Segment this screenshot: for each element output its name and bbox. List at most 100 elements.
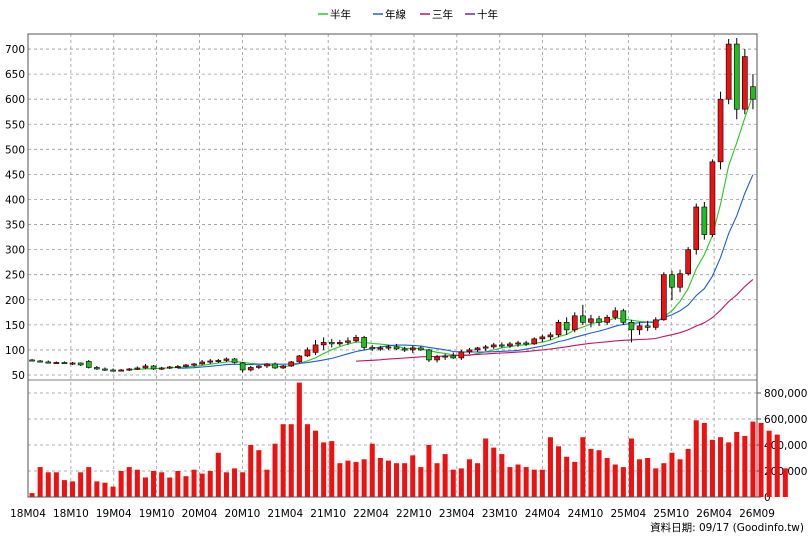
volume-bar xyxy=(556,446,562,497)
x-tick-label: 23M10 xyxy=(482,508,518,520)
candle-body xyxy=(652,319,659,328)
candle-body xyxy=(369,347,376,350)
candle-body xyxy=(426,349,432,361)
candle-body xyxy=(312,344,319,353)
candle-body xyxy=(337,342,343,345)
candle-body xyxy=(223,358,230,361)
candle-body xyxy=(199,361,205,365)
volume-bar xyxy=(531,469,537,497)
volume-bar xyxy=(313,430,319,497)
volume-bar xyxy=(110,486,116,497)
x-tick-label: 18M04 xyxy=(10,508,46,520)
candle-body xyxy=(385,346,392,349)
price-tick-label: 400 xyxy=(5,194,25,206)
candle-body xyxy=(61,362,68,364)
volume-bar xyxy=(475,463,481,497)
candle-body xyxy=(733,43,740,110)
volume-bar xyxy=(709,439,715,497)
price-tick-label: 700 xyxy=(5,44,25,56)
candle-body xyxy=(531,338,538,345)
candle-body xyxy=(482,346,489,349)
volume-bar xyxy=(523,467,529,497)
candle-body xyxy=(45,361,52,364)
volume-bar xyxy=(167,477,173,497)
volume-bar xyxy=(588,448,594,497)
moving-average-lines xyxy=(129,94,754,370)
legend-label: 半年 xyxy=(330,8,351,21)
candle-body xyxy=(29,359,35,362)
legend-label: 十年 xyxy=(477,8,498,21)
volume-bar xyxy=(45,472,51,497)
candle-body xyxy=(709,161,716,235)
volume-bar xyxy=(491,447,497,497)
candle-body xyxy=(191,363,197,366)
x-tick-label: 21M04 xyxy=(267,508,303,520)
candle-body xyxy=(458,351,465,359)
candle-body xyxy=(628,322,635,331)
volume-bar xyxy=(701,422,707,497)
volume-bars xyxy=(29,382,788,497)
candle-body xyxy=(701,206,708,235)
volume-bar xyxy=(248,445,254,497)
volume-bar xyxy=(288,424,294,497)
volume-bar xyxy=(758,422,764,497)
volume-bar xyxy=(645,458,651,497)
candle-body xyxy=(166,366,173,369)
candle-body xyxy=(725,43,732,100)
volume-bar xyxy=(53,472,59,497)
volume-bar xyxy=(572,461,578,497)
price-tick-label: 250 xyxy=(5,270,25,282)
volume-bar xyxy=(466,459,472,497)
volume-bar xyxy=(353,461,359,497)
candle-body xyxy=(320,342,327,346)
price-tick-label: 650 xyxy=(5,69,25,81)
price-tick-label: 50 xyxy=(12,370,25,382)
candle-body xyxy=(77,362,84,366)
price-tick-label: 350 xyxy=(5,220,25,232)
volume-bar xyxy=(94,481,100,497)
candle-body xyxy=(742,56,748,110)
candle-body xyxy=(345,340,351,343)
volume-bar xyxy=(677,459,683,497)
candle-body xyxy=(328,342,335,345)
candle-body xyxy=(474,347,481,351)
candle-body xyxy=(547,334,554,338)
x-tick-label: 19M04 xyxy=(96,508,132,520)
candle-body xyxy=(296,355,303,363)
candle-body xyxy=(118,369,124,372)
candle-body xyxy=(377,347,384,350)
volume-bar xyxy=(637,459,643,497)
chart-legend: 半年 年線 三年 十年 xyxy=(318,8,498,21)
price-tick-label: 200 xyxy=(5,295,25,307)
candle-body xyxy=(507,343,513,347)
ma-line xyxy=(129,94,754,370)
plot-frame xyxy=(27,33,758,498)
candle-body xyxy=(571,315,578,331)
volume-bar xyxy=(191,469,197,497)
candle-body xyxy=(669,274,675,288)
volume-bar xyxy=(361,459,367,497)
volume-bar xyxy=(126,467,132,497)
price-tick-label: 450 xyxy=(5,169,25,181)
volume-bar xyxy=(337,463,343,497)
candle-body xyxy=(515,342,521,345)
candle-body xyxy=(207,360,214,363)
volume-bar xyxy=(29,493,35,497)
volume-bar xyxy=(394,463,400,497)
candle-body xyxy=(685,249,691,274)
candle-body xyxy=(466,349,473,353)
volume-bar xyxy=(142,477,148,497)
candle-body xyxy=(409,347,416,351)
volume-bar xyxy=(402,463,408,497)
candle-body xyxy=(644,325,651,328)
candle-body xyxy=(353,337,359,342)
volume-bar xyxy=(669,452,675,497)
volume-bar xyxy=(515,464,521,497)
volume-bar xyxy=(766,430,772,497)
x-tick-label: 24M10 xyxy=(568,508,604,520)
candle-body xyxy=(604,317,610,323)
volume-bar xyxy=(118,471,124,497)
candle-body xyxy=(288,361,295,367)
volume-bar xyxy=(102,482,108,497)
volume-bar xyxy=(612,464,618,497)
